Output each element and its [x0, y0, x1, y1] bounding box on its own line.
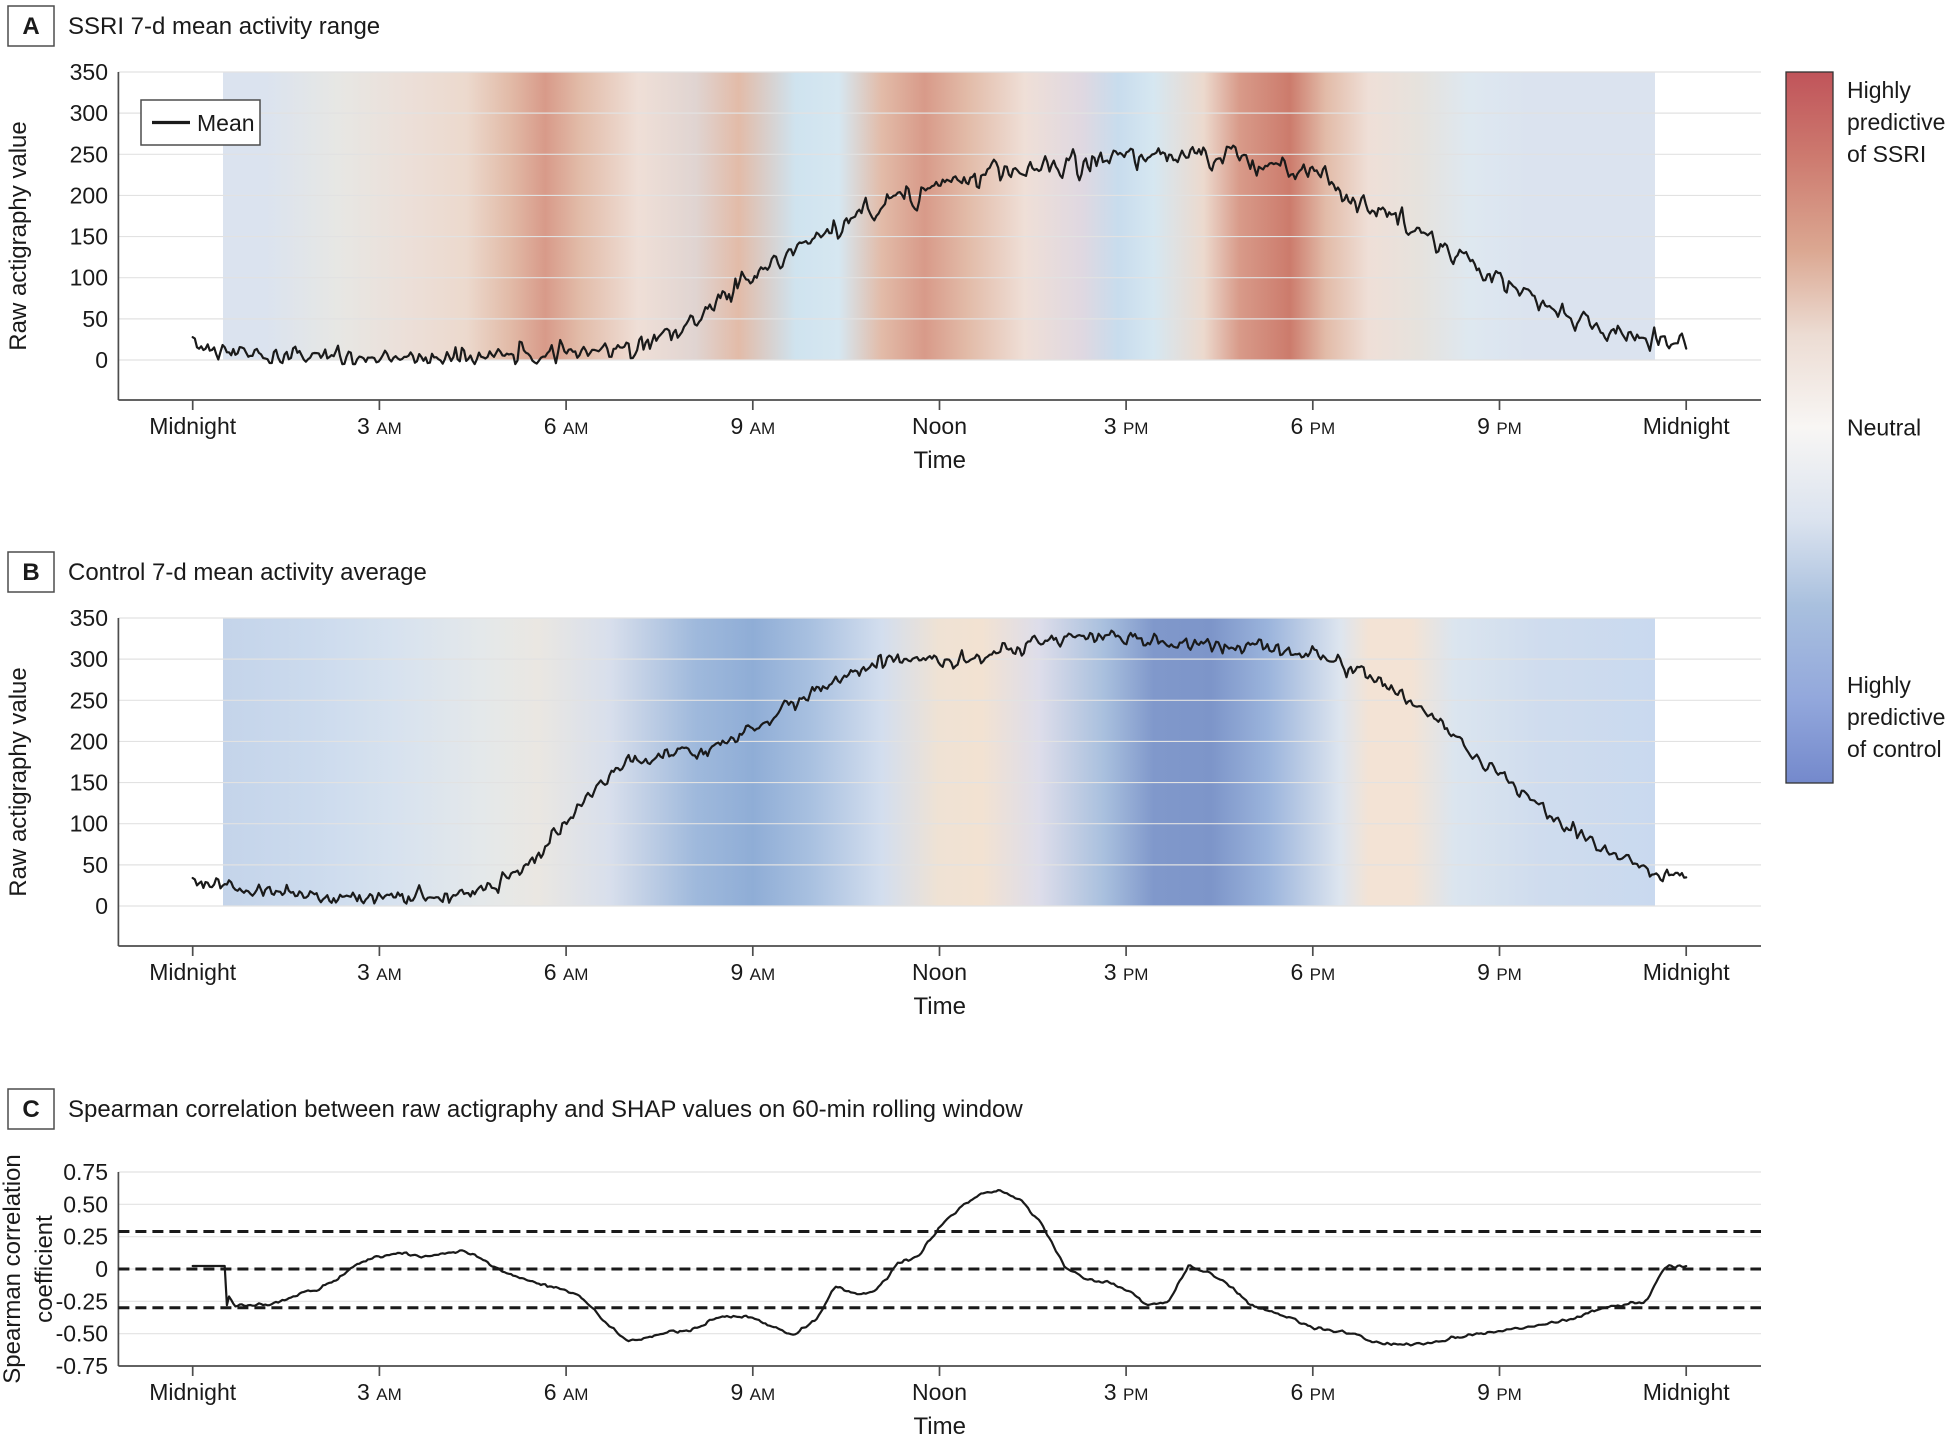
svg-text:Time: Time [913, 447, 965, 474]
svg-text:100: 100 [70, 265, 108, 291]
svg-text:150: 150 [70, 224, 108, 250]
svg-text:Raw actigraphy value: Raw actigraphy value [5, 667, 32, 896]
svg-text:350: 350 [70, 59, 108, 85]
svg-text:predictive: predictive [1847, 109, 1945, 135]
svg-text:350: 350 [70, 605, 108, 631]
svg-text:-0.75: -0.75 [56, 1353, 108, 1379]
svg-text:predictive: predictive [1847, 704, 1945, 730]
svg-text:Time: Time [913, 1413, 965, 1440]
svg-text:50: 50 [82, 852, 108, 878]
svg-text:0.50: 0.50 [63, 1191, 108, 1217]
svg-text:Noon: Noon [912, 1379, 967, 1405]
svg-text:Noon: Noon [912, 413, 967, 439]
svg-text:A: A [22, 13, 39, 40]
svg-text:-0.50: -0.50 [56, 1321, 108, 1347]
svg-text:0: 0 [95, 347, 108, 373]
svg-text:Neutral: Neutral [1847, 415, 1921, 441]
svg-text:250: 250 [70, 141, 108, 167]
svg-text:50: 50 [82, 306, 108, 332]
svg-text:Midnight: Midnight [1643, 413, 1731, 439]
svg-text:Midnight: Midnight [1643, 959, 1731, 985]
svg-text:Midnight: Midnight [149, 413, 237, 439]
svg-text:of control: of control [1847, 736, 1942, 762]
svg-text:-0.25: -0.25 [56, 1288, 108, 1314]
svg-text:B: B [22, 559, 39, 586]
svg-text:Raw actigraphy value: Raw actigraphy value [5, 121, 32, 350]
svg-text:Midnight: Midnight [1643, 1379, 1731, 1405]
svg-text:Midnight: Midnight [149, 959, 237, 985]
svg-text:200: 200 [70, 728, 108, 754]
svg-text:300: 300 [70, 646, 108, 672]
svg-text:300: 300 [70, 100, 108, 126]
svg-text:Control 7-d mean activity aver: Control 7-d mean activity average [68, 559, 427, 586]
svg-text:0.25: 0.25 [63, 1224, 108, 1250]
svg-text:of SSRI: of SSRI [1847, 141, 1926, 167]
svg-text:Highly: Highly [1847, 77, 1911, 103]
svg-text:Mean: Mean [197, 110, 255, 136]
svg-text:0.75: 0.75 [63, 1159, 108, 1185]
svg-text:Highly: Highly [1847, 672, 1911, 698]
svg-text:Midnight: Midnight [149, 1379, 237, 1405]
svg-text:Time: Time [913, 993, 965, 1020]
svg-text:0: 0 [95, 1256, 108, 1282]
svg-text:C: C [22, 1096, 39, 1123]
svg-text:100: 100 [70, 811, 108, 837]
svg-text:0: 0 [95, 893, 108, 919]
svg-text:250: 250 [70, 687, 108, 713]
svg-text:SSRI 7-d mean activity range: SSRI 7-d mean activity range [68, 13, 380, 40]
svg-text:200: 200 [70, 182, 108, 208]
svg-text:coefficient: coefficient [31, 1215, 58, 1323]
svg-text:Noon: Noon [912, 959, 967, 985]
svg-text:Spearman correlation between r: Spearman correlation between raw actigra… [68, 1096, 1023, 1123]
svg-text:Spearman correlation: Spearman correlation [0, 1154, 26, 1383]
svg-text:150: 150 [70, 770, 108, 796]
